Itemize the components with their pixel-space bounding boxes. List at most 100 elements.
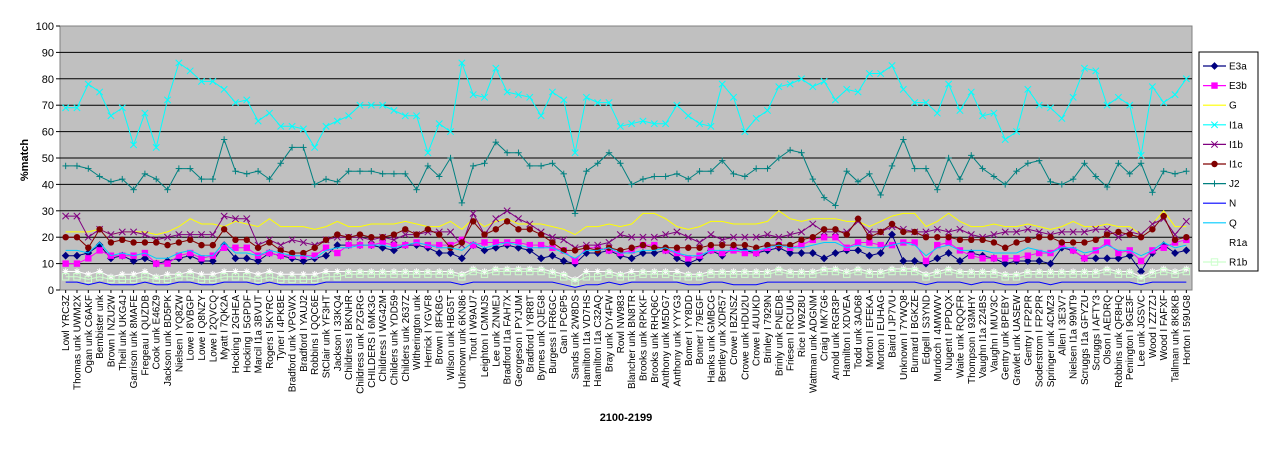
- data-point-e3a: [831, 249, 840, 257]
- data-point-e3a: [435, 249, 444, 257]
- data-point-e3a: [786, 249, 795, 257]
- data-point-i1a: [696, 120, 704, 128]
- x-tick-label: Nugent I PPDQX: [944, 295, 955, 371]
- data-point-i1a: [775, 83, 783, 91]
- data-point-i1a: [911, 99, 919, 107]
- data-point-i1b: [763, 231, 772, 239]
- data-point-r1b: [616, 273, 625, 281]
- data-point-r1a: [1035, 268, 1043, 275]
- data-point-i1c: [345, 234, 352, 241]
- legend-box: [1198, 51, 1259, 272]
- data-point-j2: [775, 154, 783, 162]
- data-point-i1a: [390, 106, 398, 115]
- data-point-j2: [1081, 160, 1088, 167]
- data-point-i1c: [1002, 244, 1009, 251]
- data-point-e3b: [798, 241, 805, 249]
- x-tick-label: Vaughn I1a 224BS: [978, 295, 989, 379]
- data-point-r1b: [141, 273, 149, 281]
- data-point-i1c: [334, 231, 341, 238]
- data-point-e3a: [73, 251, 81, 260]
- data-point-r1a: [1126, 268, 1133, 275]
- data-point-r1b: [480, 270, 489, 278]
- data-point-i1c: [583, 244, 590, 251]
- data-point-r1b: [1160, 267, 1168, 276]
- data-point-j2: [752, 165, 760, 172]
- data-point-i1a: [435, 120, 443, 128]
- data-point-r1b: [877, 270, 885, 278]
- data-point-i1c: [1171, 236, 1179, 244]
- data-point-e3b: [1013, 255, 1020, 262]
- data-point-r1b: [1114, 270, 1123, 278]
- data-point-i1a: [220, 85, 228, 93]
- data-point-i1a: [1114, 93, 1122, 101]
- data-point-i1b: [786, 231, 794, 239]
- data-point-i1b: [118, 228, 126, 236]
- data-point-r1a: [651, 268, 658, 275]
- data-point-r1a: [730, 268, 737, 275]
- legend-marker: [1210, 140, 1219, 148]
- data-point-i1b: [775, 233, 783, 241]
- data-point-r1a: [356, 268, 364, 275]
- x-tick-label: Bradford I YAUJ2: [299, 295, 310, 372]
- data-point-j2: [900, 136, 907, 143]
- data-point-i1c: [481, 231, 488, 238]
- data-point-j2: [651, 173, 658, 180]
- data-point-e3b: [379, 239, 386, 246]
- data-point-e3b: [481, 239, 488, 246]
- data-point-r1a: [888, 265, 896, 273]
- data-point-i1c: [164, 241, 171, 249]
- data-point-e3a: [333, 241, 342, 250]
- data-point-r1a: [798, 268, 805, 275]
- data-point-j2: [379, 170, 386, 178]
- data-point-r1a: [639, 268, 647, 275]
- data-point-r1b: [1126, 270, 1134, 278]
- data-point-r1a: [537, 265, 545, 273]
- data-point-r1b: [763, 270, 772, 278]
- x-tick-label: Jackson unk BD5PK: [163, 295, 174, 386]
- x-tick-label: Thomas unk UWM2X: [72, 295, 83, 390]
- x-tick-label: Myatt I 7QK2A: [220, 295, 231, 360]
- data-point-i1a: [990, 109, 998, 117]
- data-point-i1b: [741, 233, 749, 241]
- data-point-e3a: [1171, 249, 1179, 257]
- data-point-r1b: [107, 275, 115, 284]
- data-point-i1b: [718, 236, 726, 244]
- x-tick-label: Allen I 3E3V7: [1057, 295, 1068, 356]
- data-point-i1b: [548, 233, 556, 241]
- data-point-i1c: [1126, 231, 1133, 238]
- x-tick-label: Baird I JP7VU: [888, 295, 899, 358]
- data-point-j2: [322, 175, 330, 183]
- data-point-r1b: [333, 273, 342, 281]
- data-point-e3b: [186, 249, 194, 257]
- data-point-e3b: [526, 241, 533, 249]
- series-r1b: [61, 267, 1191, 286]
- legend-label: N: [1229, 199, 1236, 210]
- data-point-i1c: [752, 244, 760, 251]
- data-point-i1a: [175, 59, 183, 67]
- x-tick-label: Witherington unk: [412, 294, 423, 370]
- data-point-r1b: [605, 270, 613, 278]
- y-tick-label: 60: [42, 127, 54, 139]
- data-point-e3b: [198, 255, 205, 262]
- data-point-i1a: [945, 80, 953, 88]
- data-point-i1c: [1047, 234, 1054, 241]
- data-point-i1b: [1114, 233, 1122, 241]
- x-tick-label: Wood I FAFXF: [1159, 295, 1170, 360]
- data-point-j2: [968, 152, 975, 159]
- data-point-e3b: [685, 255, 692, 262]
- data-point-e3b: [1137, 257, 1145, 265]
- data-point-e3b: [820, 234, 828, 241]
- legend-item-n: N: [1203, 199, 1236, 210]
- legend-label: E3a: [1229, 62, 1247, 73]
- data-point-i1c: [1024, 236, 1032, 244]
- data-point-r1b: [695, 273, 704, 281]
- data-point-i1a: [379, 101, 387, 109]
- x-tick-label: Theil unk UKG4J: [118, 295, 129, 371]
- data-point-r1b: [277, 275, 285, 284]
- x-tick-label: Nielsen I1a 99MT9: [1069, 295, 1080, 379]
- y-tick-label: 10: [42, 259, 54, 271]
- data-point-j2: [153, 175, 160, 183]
- data-point-i1a: [62, 104, 70, 112]
- data-point-i1a: [628, 120, 636, 128]
